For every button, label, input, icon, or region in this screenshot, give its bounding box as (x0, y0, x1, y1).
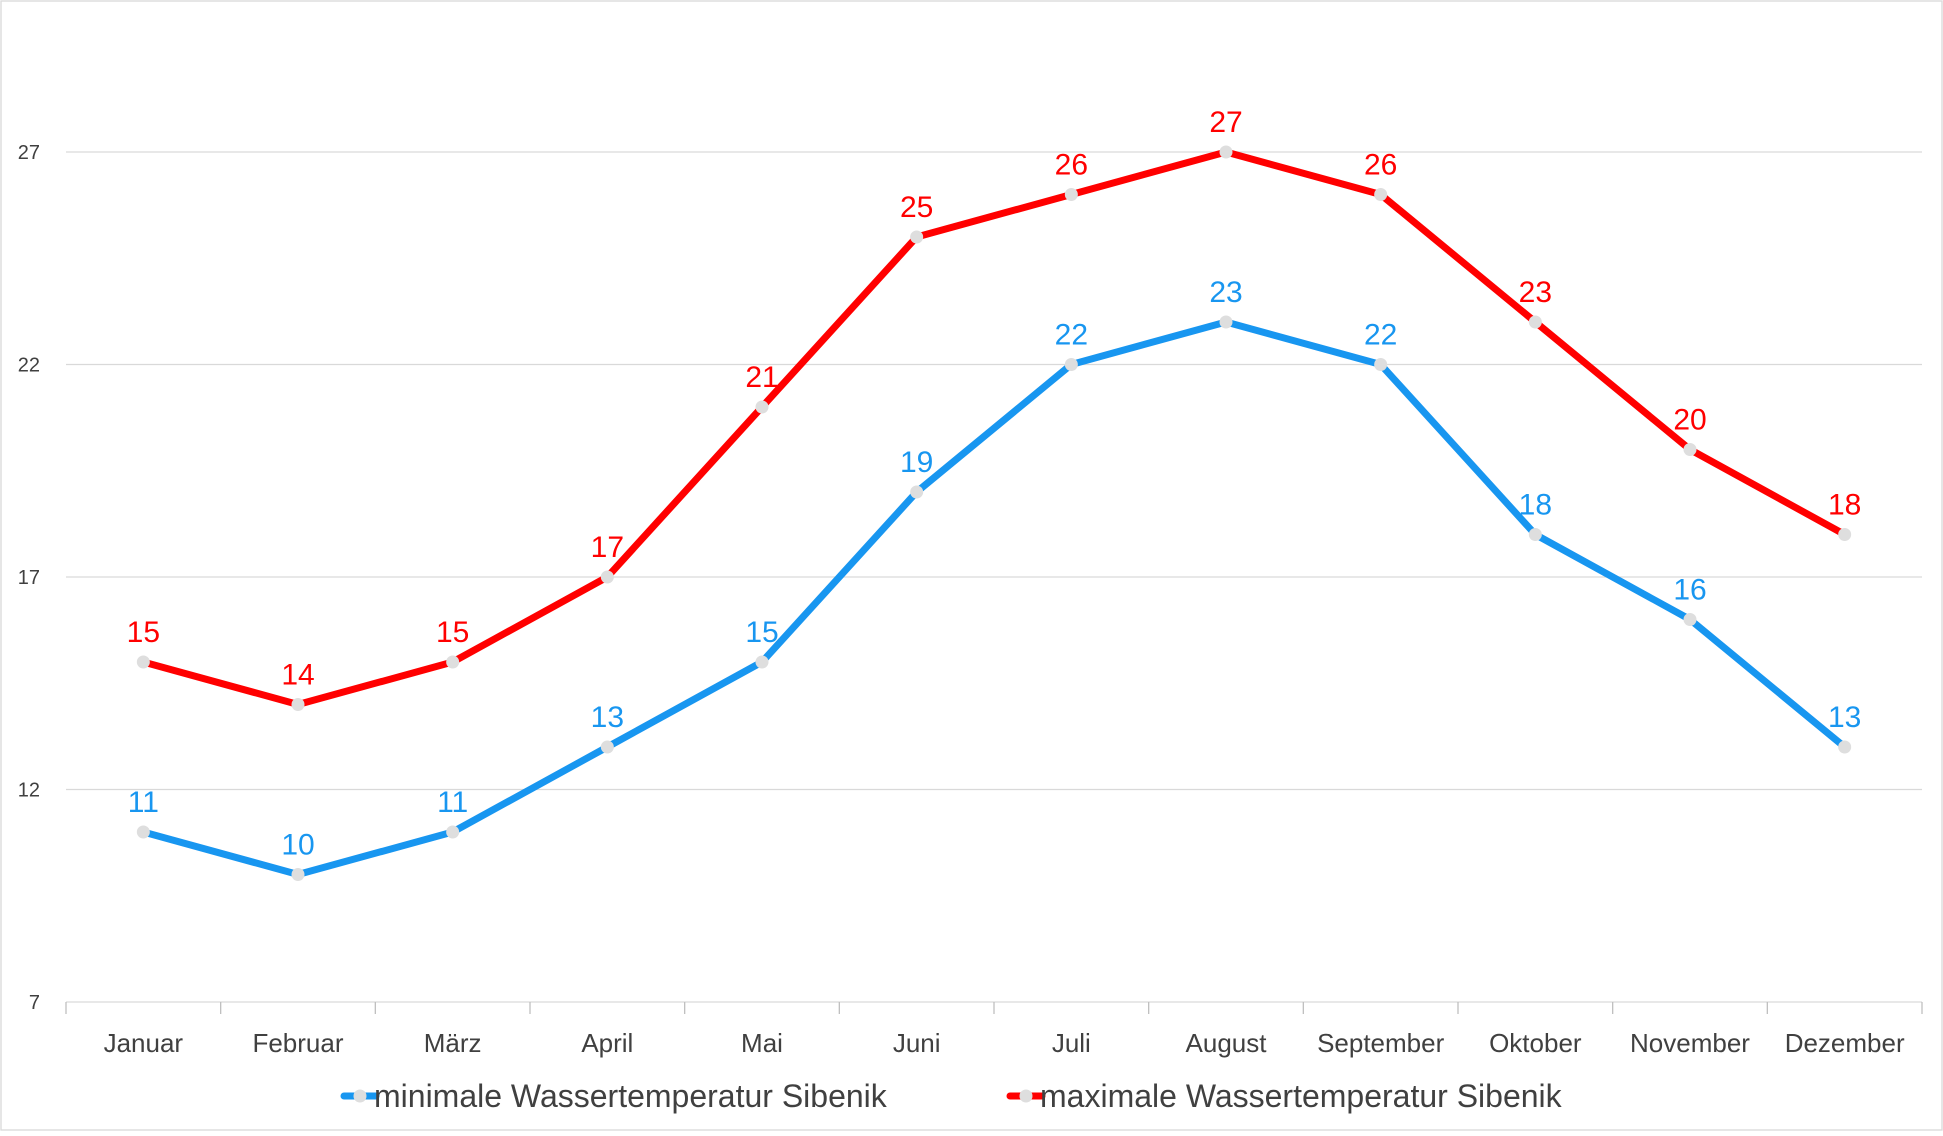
data-label: 13 (591, 701, 624, 734)
data-label: 11 (128, 786, 159, 819)
data-point (1374, 188, 1388, 201)
data-label: 17 (591, 531, 624, 564)
data-point (446, 655, 460, 669)
data-point (910, 230, 924, 244)
data-point (1219, 145, 1233, 159)
x-tick-label: September (1317, 1028, 1445, 1058)
data-point (600, 570, 614, 584)
y-axis: 7 12 17 22 27 (18, 142, 40, 1014)
data-point (136, 655, 150, 669)
data-label: 22 (1055, 319, 1088, 352)
legend: minimale Wassertemperatur Sibenik maximal… (340, 1078, 1563, 1114)
data-point (1838, 528, 1852, 541)
x-tick-label: November (1630, 1028, 1750, 1058)
data-labels: 11 10 11 13 15 19 22 23 22 18 16 13 15 14 15 17 21 25 26 27… (127, 106, 1862, 862)
x-tick-label: Februar (252, 1028, 343, 1058)
y-tick-label: 22 (18, 355, 40, 377)
data-point (1374, 358, 1388, 371)
x-tick-label: Juli (1052, 1028, 1091, 1058)
data-label: 23 (1519, 276, 1552, 309)
data-label: 26 (1364, 149, 1397, 182)
data-point (910, 485, 924, 499)
data-point (1528, 315, 1542, 329)
x-tick-label: August (1186, 1028, 1268, 1058)
data-label: 13 (1828, 701, 1861, 734)
data-label: 14 (281, 659, 314, 692)
data-label: 11 (437, 786, 468, 819)
data-point (1838, 740, 1852, 754)
data-label: 10 (281, 829, 314, 862)
data-point (136, 825, 150, 839)
data-point (1219, 315, 1233, 329)
data-point (1064, 188, 1078, 201)
y-tick-label: 7 (29, 992, 40, 1014)
legend-label: maximale Wassertemperatur Sibenik (1040, 1078, 1563, 1114)
x-axis: Januar Februar März April Mai Juni Juli August S… (65, 1002, 1923, 1058)
legend-label: minimale Wassertemperatur Sibenik (374, 1078, 888, 1114)
x-tick-label: Dezember (1785, 1028, 1905, 1058)
x-tick-label: Mai (741, 1028, 783, 1058)
y-tick-label: 27 (18, 142, 40, 164)
series-line (139, 148, 1849, 708)
data-point (600, 740, 614, 754)
data-point (291, 868, 305, 881)
x-tick-label: April (581, 1028, 633, 1058)
data-point (755, 655, 769, 669)
data-label: 26 (1055, 149, 1088, 182)
data-label: 19 (900, 446, 933, 479)
data-point (1064, 358, 1078, 371)
data-label: 16 (1673, 574, 1706, 607)
x-tick-label: Juni (893, 1028, 941, 1058)
x-tick-label: Januar (104, 1028, 184, 1058)
y-tick-label: 17 (18, 567, 40, 589)
data-point (1683, 613, 1697, 626)
data-label: 27 (1209, 106, 1242, 139)
data-label: 25 (900, 191, 933, 224)
data-label: 21 (745, 361, 778, 394)
data-point (755, 400, 769, 414)
data-point (1683, 443, 1697, 456)
data-label: 15 (436, 616, 469, 649)
x-tick-label: Oktober (1489, 1028, 1582, 1058)
data-label: 15 (127, 616, 160, 649)
data-point (1528, 528, 1542, 541)
series-lines (136, 145, 1852, 881)
legend-marker (353, 1089, 367, 1103)
data-label: 22 (1364, 319, 1397, 352)
data-point (446, 825, 460, 839)
data-label: 15 (745, 616, 778, 649)
data-label: 18 (1519, 489, 1552, 522)
y-tick-label: 12 (18, 780, 40, 802)
x-tick-label: März (424, 1028, 482, 1058)
legend-marker (1019, 1089, 1033, 1103)
data-label: 20 (1673, 404, 1706, 437)
series-line (139, 318, 1849, 878)
data-point (291, 698, 305, 711)
data-label: 23 (1209, 276, 1242, 309)
data-label: 18 (1828, 489, 1861, 522)
